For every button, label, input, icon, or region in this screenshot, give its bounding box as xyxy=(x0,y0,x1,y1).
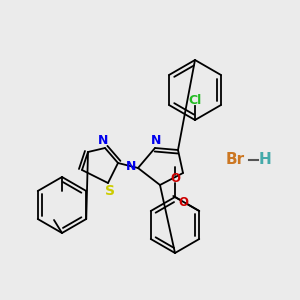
Text: N: N xyxy=(151,134,161,146)
Text: N: N xyxy=(98,134,108,146)
Text: O: O xyxy=(170,172,180,185)
Text: Br: Br xyxy=(225,152,244,167)
Text: H: H xyxy=(259,152,272,167)
Text: S: S xyxy=(105,184,115,198)
Text: Cl: Cl xyxy=(188,94,202,106)
Text: N: N xyxy=(126,160,136,173)
Text: O: O xyxy=(179,196,189,208)
